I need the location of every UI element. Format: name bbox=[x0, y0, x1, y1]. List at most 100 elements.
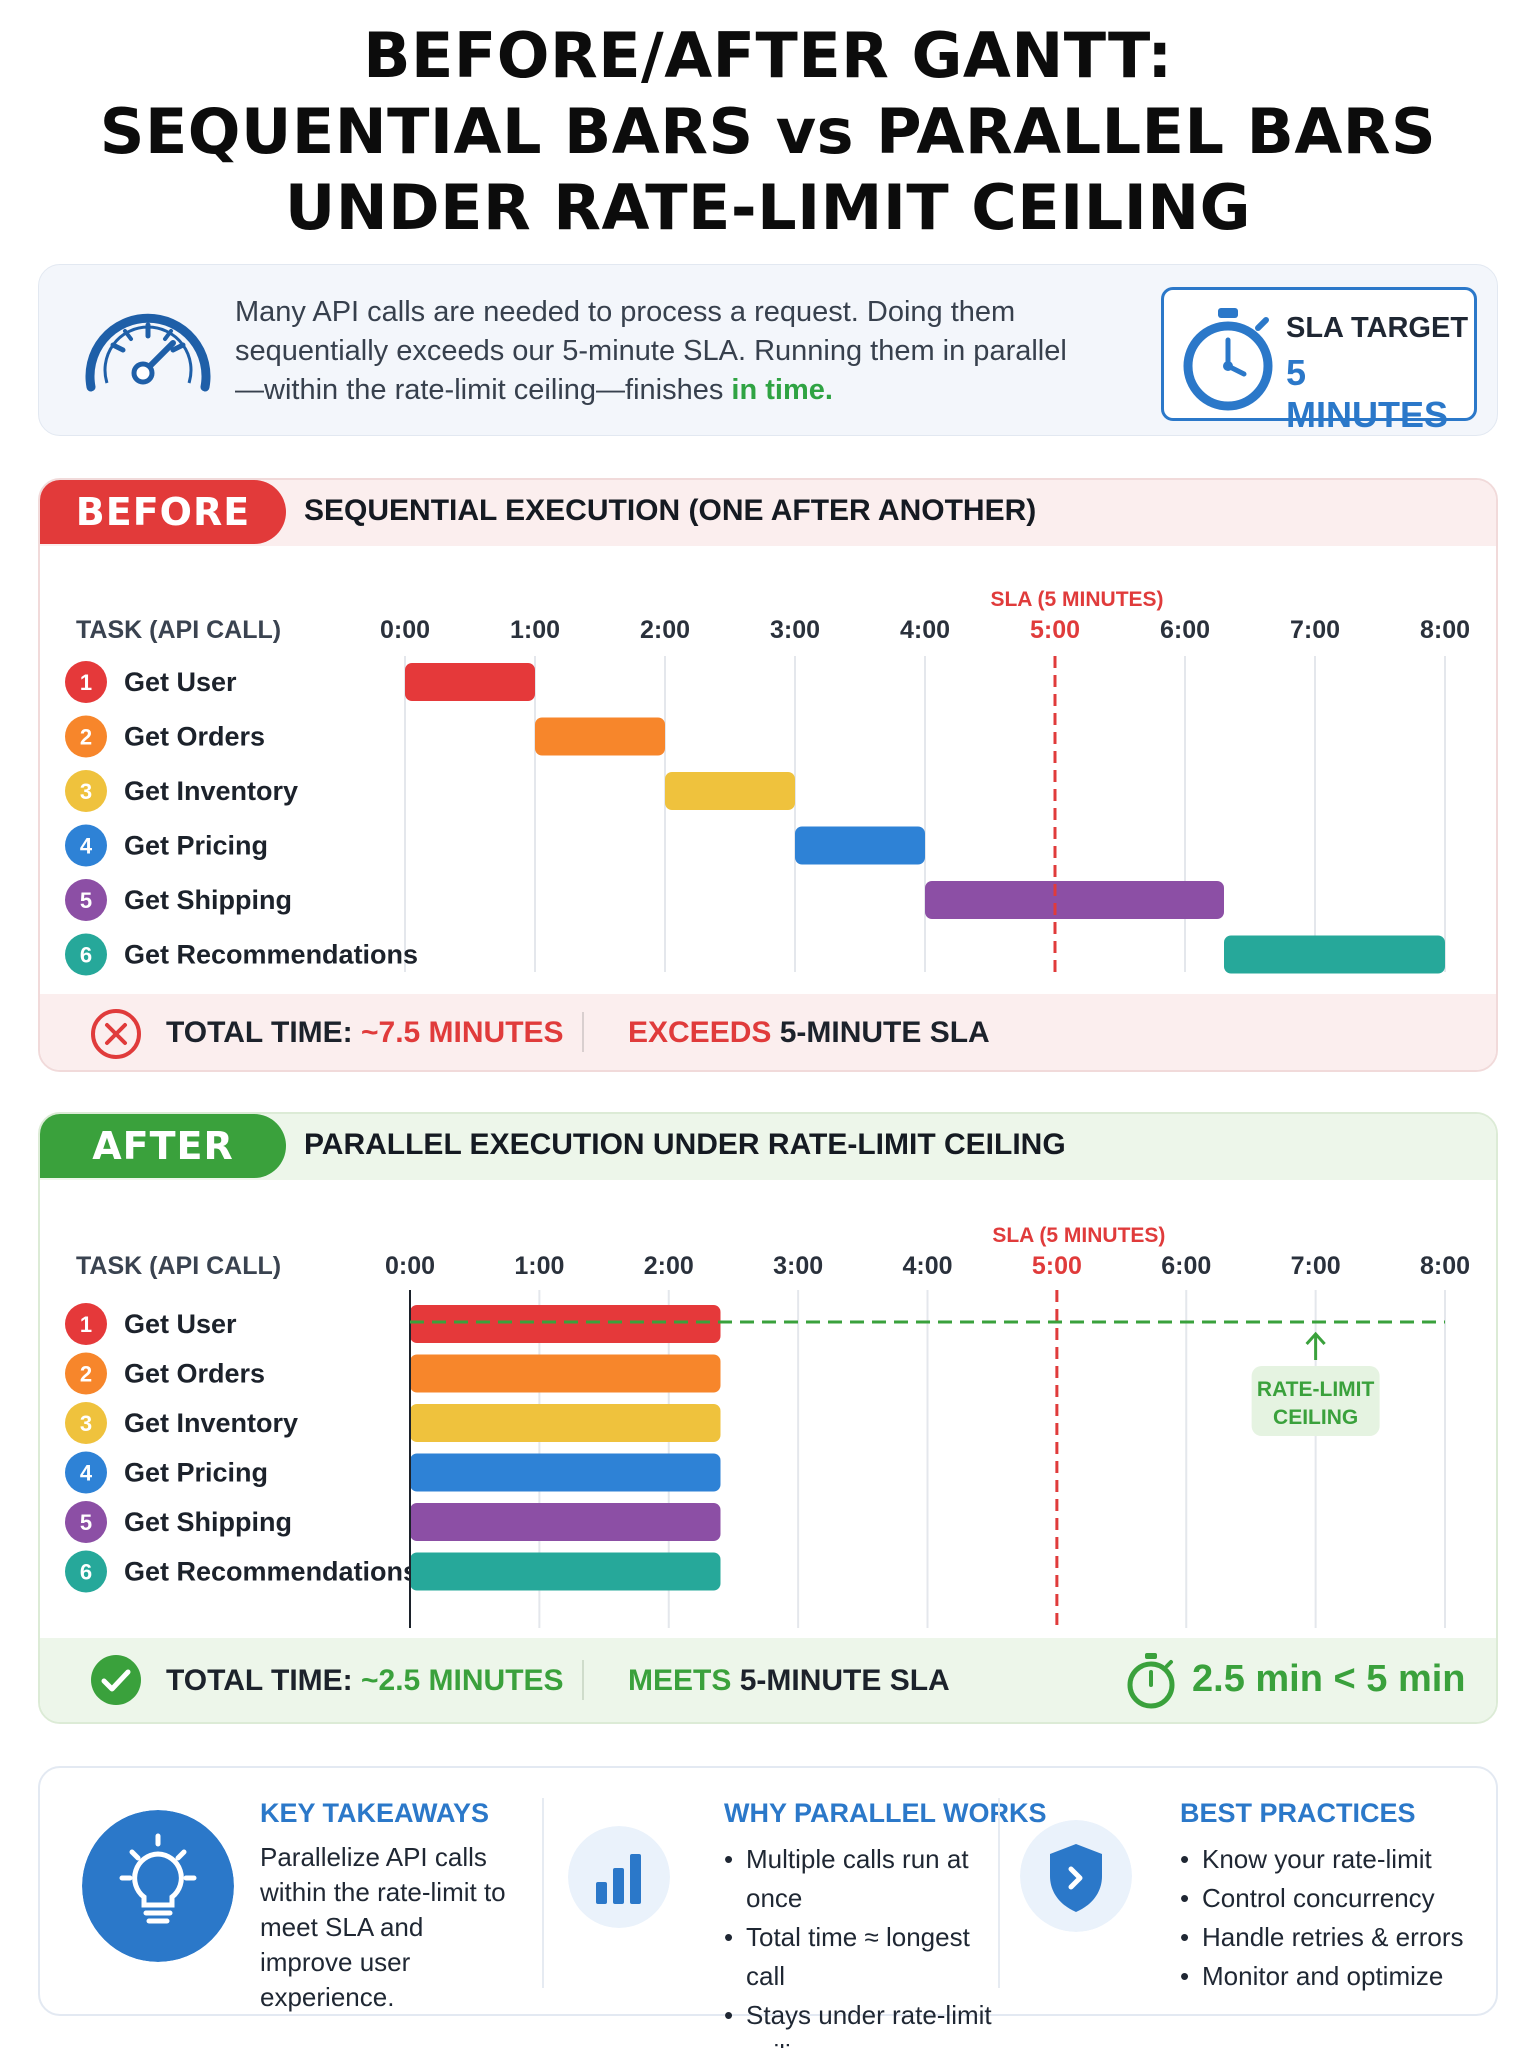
speedometer-icon bbox=[85, 313, 211, 392]
task-name: Get Inventory bbox=[124, 776, 298, 806]
ceiling-arrowhead-icon bbox=[1305, 1331, 1326, 1346]
stopwatch-icon bbox=[1183, 308, 1273, 411]
task-bar bbox=[410, 1404, 721, 1442]
sla-target-value: 5 MINUTES bbox=[1286, 352, 1448, 435]
before-total-value: ~7.5 MINUTES bbox=[361, 1016, 564, 1049]
bar-chart-icon bbox=[568, 1826, 670, 1928]
ceiling-label-line-1: RATE-LIMIT bbox=[1257, 1378, 1375, 1401]
key-takeaways-title: KEY TAKEAWAYS bbox=[260, 1798, 490, 1828]
task-name: Get Orders bbox=[124, 1359, 265, 1389]
task-number: 1 bbox=[80, 1312, 92, 1337]
tick-label: 0:00 bbox=[380, 616, 430, 644]
task-name: Get Pricing bbox=[124, 1458, 268, 1488]
sla-marker-label: SLA (5 MINUTES) bbox=[992, 1224, 1165, 1247]
after-total-label: TOTAL TIME: bbox=[166, 1664, 361, 1697]
tick-label: 3:00 bbox=[773, 1252, 823, 1280]
after-footer: TOTAL TIME: ~2.5 MINUTES MEETS 5-MINUTE … bbox=[40, 1638, 1496, 1722]
tick-label: 7:00 bbox=[1291, 1252, 1341, 1280]
lightbulb-icon bbox=[82, 1810, 234, 1962]
tick-label: 8:00 bbox=[1420, 1252, 1470, 1280]
task-number-badge bbox=[65, 824, 107, 867]
task-name: Get Recommendations bbox=[124, 1557, 418, 1587]
check-circle-icon bbox=[91, 1655, 141, 1705]
task-bar bbox=[925, 881, 1224, 919]
before-subtitle: SEQUENTIAL EXECUTION (ONE AFTER ANOTHER) bbox=[304, 494, 1037, 527]
after-status-prefix: MEETS bbox=[628, 1664, 732, 1697]
task-name: Get Pricing bbox=[124, 831, 268, 861]
tick-label: 4:00 bbox=[900, 616, 950, 644]
before-total-time: TOTAL TIME: ~7.5 MINUTES bbox=[166, 1016, 564, 1050]
task-number-badge bbox=[65, 1451, 107, 1494]
task-name: Get Recommendations bbox=[124, 940, 418, 970]
task-number-badge bbox=[65, 661, 107, 703]
task-bar bbox=[795, 826, 925, 865]
tick-label: 2:00 bbox=[644, 1252, 694, 1280]
task-number-badge bbox=[65, 715, 107, 758]
sla-target-card: SLA TARGET 5 MINUTES bbox=[1161, 287, 1477, 435]
why-parallel-section: WHY PARALLEL WORKS Multiple calls run at… bbox=[544, 1768, 1047, 2048]
before-panel: BEFORE SEQUENTIAL EXECUTION (ONE AFTER A… bbox=[38, 478, 1498, 1072]
key-takeaways-section: KEY TAKEAWAYS Parallelize API calls with… bbox=[40, 1768, 540, 2018]
task-bar bbox=[665, 772, 795, 810]
task-bar bbox=[410, 1305, 721, 1343]
task-number-badge bbox=[65, 1352, 107, 1395]
after-header: AFTER PARALLEL EXECUTION UNDER RATE-LIMI… bbox=[40, 1114, 1496, 1180]
after-total-value: ~2.5 MINUTES bbox=[361, 1664, 564, 1697]
intro-text: Many API calls are needed to process a r… bbox=[235, 293, 1095, 410]
best-practices-section: BEST PRACTICES Know your rate-limit Cont… bbox=[1000, 1768, 1498, 2018]
tick-label: 6:00 bbox=[1160, 616, 1210, 644]
after-sla-status: MEETS 5-MINUTE SLA bbox=[628, 1664, 950, 1698]
list-item: Total time ≈ longest call bbox=[724, 1918, 994, 1996]
task-bar bbox=[535, 717, 665, 756]
before-total-label: TOTAL TIME: bbox=[166, 1016, 361, 1049]
before-footer: TOTAL TIME: ~7.5 MINUTES EXCEEDS 5-MINUT… bbox=[40, 994, 1496, 1070]
task-name: Get User bbox=[124, 1309, 237, 1339]
task-number: 2 bbox=[80, 725, 92, 750]
key-takeaways-text: Parallelize API calls within the rate-li… bbox=[260, 1842, 506, 2012]
task-bar bbox=[410, 1503, 721, 1541]
tick-label: 0:00 bbox=[385, 1252, 435, 1280]
task-bar bbox=[1224, 935, 1445, 974]
tick-label: 7:00 bbox=[1290, 616, 1340, 644]
task-column-header: TASK (API CALL) bbox=[76, 616, 281, 644]
task-number: 2 bbox=[80, 1362, 92, 1387]
before-header: BEFORE SEQUENTIAL EXECUTION (ONE AFTER A… bbox=[40, 480, 1496, 546]
task-column-header: TASK (API CALL) bbox=[76, 1252, 281, 1280]
task-number: 4 bbox=[80, 1461, 93, 1486]
after-panel: AFTER PARALLEL EXECUTION UNDER RATE-LIMI… bbox=[38, 1112, 1498, 1724]
after-comparison-text: 2.5 min < 5 min bbox=[1192, 1658, 1466, 1700]
before-status-rest: 5-MINUTE SLA bbox=[771, 1016, 990, 1049]
shield-icon bbox=[1020, 1820, 1132, 1932]
before-footer-divider bbox=[582, 1012, 584, 1052]
after-subtitle: PARALLEL EXECUTION UNDER RATE-LIMIT CEIL… bbox=[304, 1128, 1066, 1161]
tick-label: 1:00 bbox=[514, 1252, 564, 1280]
list-item: Know your rate-limit bbox=[1180, 1840, 1480, 1879]
task-number-badge bbox=[65, 1402, 107, 1444]
task-number: 4 bbox=[80, 834, 93, 859]
tick-label: 1:00 bbox=[510, 616, 560, 644]
title-line-1: BEFORE/AFTER GANTT: bbox=[363, 19, 1173, 92]
task-name: Get Inventory bbox=[124, 1408, 298, 1438]
after-total-time: TOTAL TIME: ~2.5 MINUTES bbox=[166, 1664, 564, 1698]
after-pill: AFTER bbox=[40, 1114, 286, 1178]
ceiling-label-line-2: CEILING bbox=[1273, 1406, 1358, 1429]
takeaways-panel: KEY TAKEAWAYS Parallelize API calls with… bbox=[38, 1766, 1498, 2048]
after-footer-divider bbox=[582, 1660, 584, 1700]
sla-marker-label: SLA (5 MINUTES) bbox=[990, 588, 1163, 611]
task-bar bbox=[410, 1552, 721, 1591]
tick-label: 8:00 bbox=[1420, 616, 1470, 644]
task-name: Get Shipping bbox=[124, 1507, 292, 1537]
task-number: 5 bbox=[80, 888, 92, 913]
task-number-badge bbox=[65, 879, 107, 921]
task-number: 3 bbox=[80, 779, 92, 804]
best-practices-title: BEST PRACTICES bbox=[1180, 1798, 1416, 1828]
ceiling-label-box bbox=[1251, 1366, 1380, 1436]
title-line-2: SEQUENTIAL BARS vs PARALLEL BARS bbox=[99, 95, 1437, 168]
title-line-3: UNDER RATE-LIMIT CEILING bbox=[284, 171, 1252, 244]
intro-text-highlight: in time. bbox=[731, 374, 833, 406]
tick-label: 6:00 bbox=[1161, 1252, 1211, 1280]
tick-label: 5:00 bbox=[1032, 1252, 1082, 1280]
task-name: Get Orders bbox=[124, 722, 265, 752]
best-practices-list: Know your rate-limit Control concurrency… bbox=[1180, 1840, 1480, 1996]
task-number-badge bbox=[65, 1303, 107, 1345]
